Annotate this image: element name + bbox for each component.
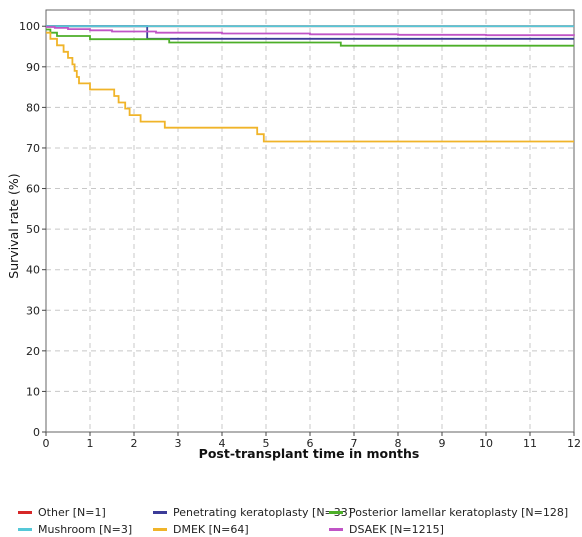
grid-lines	[46, 10, 574, 432]
x-tick-label: 5	[263, 437, 270, 450]
series-lines	[46, 25, 575, 143]
x-axis-label: Post-transplant time in months	[199, 446, 420, 461]
x-tick-label: 1	[87, 437, 94, 450]
legend-item: DSAEK [N=1215]	[329, 522, 444, 536]
x-tick-label: 12	[567, 437, 581, 450]
y-tick-label: 70	[26, 142, 40, 155]
legend-swatch	[18, 510, 32, 514]
y-tick-label: 100	[19, 20, 40, 33]
legend-item: Posterior lamellar keratoplasty [N=128]	[329, 505, 568, 519]
legend-label: Posterior lamellar keratoplasty [N=128]	[349, 505, 569, 519]
legend-item: Other [N=1]	[18, 505, 106, 519]
x-tick-label: 9	[439, 437, 446, 450]
legend-label: DSAEK [N=1215]	[349, 522, 444, 536]
legend-swatch	[153, 527, 167, 531]
series-line-4	[46, 31, 574, 143]
legend-swatch	[18, 527, 32, 531]
x-tick-label: 3	[175, 437, 182, 450]
x-tick-label: 4	[219, 437, 226, 450]
x-tick-label: 2	[131, 437, 138, 450]
y-tick-label: 40	[26, 264, 40, 277]
y-axis-ticks: 0 10 20 30 40 50 60 70 80 90 100	[19, 20, 46, 439]
y-tick-label: 0	[33, 426, 40, 439]
legend-item: Mushroom [N=3]	[18, 522, 132, 536]
x-tick-label: 6	[307, 437, 314, 450]
y-tick-label: 60	[26, 183, 40, 196]
series-line-5	[46, 26, 575, 37]
legend-label: Other [N=1]	[38, 505, 106, 519]
y-axis-label: Survival rate (%)	[6, 173, 21, 278]
y-tick-label: 90	[26, 61, 40, 74]
x-tick-label: 10	[479, 437, 493, 450]
legend-label: DMEK [N=64]	[173, 522, 249, 536]
legend-item: Penetrating keratoplasty [N=33]	[153, 505, 352, 519]
y-tick-label: 80	[26, 101, 40, 114]
legend-label: Penetrating keratoplasty [N=33]	[173, 505, 353, 519]
x-tick-label: 11	[523, 437, 537, 450]
legend-swatch	[153, 510, 167, 514]
x-tick-label: 7	[351, 437, 358, 450]
legend: Other [N=1] Penetrating keratoplasty [N=3…	[18, 505, 578, 537]
y-tick-label: 30	[26, 304, 40, 317]
y-tick-label: 50	[26, 223, 40, 236]
x-axis-ticks: 0 1 2 3 4 5 6 7 8 9 10 11 12	[43, 432, 581, 450]
legend-swatch	[329, 510, 343, 514]
x-tick-label: 0	[43, 437, 50, 450]
legend-swatch	[329, 527, 343, 531]
y-tick-label: 20	[26, 345, 40, 358]
legend-label: Mushroom [N=3]	[38, 522, 133, 536]
x-tick-label: 8	[395, 437, 402, 450]
legend-item: DMEK [N=64]	[153, 522, 249, 536]
y-tick-label: 10	[26, 385, 40, 398]
